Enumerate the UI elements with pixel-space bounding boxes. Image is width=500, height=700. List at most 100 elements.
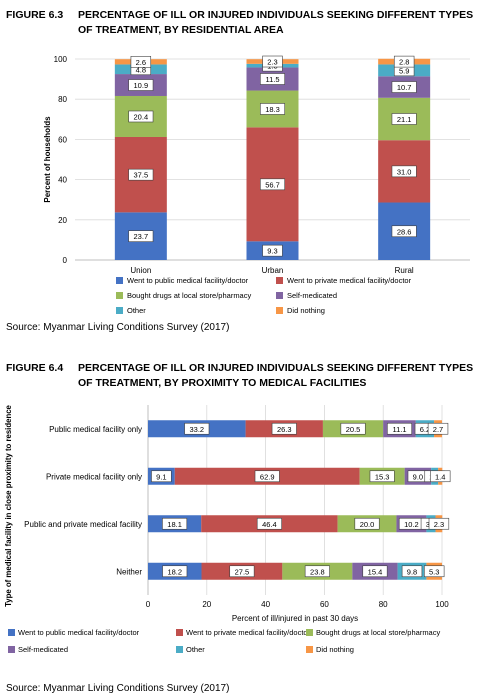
legend-swatch	[176, 646, 183, 653]
data-label: 20.5	[346, 425, 361, 434]
data-label: 10.7	[397, 83, 412, 92]
data-label-box	[391, 165, 417, 178]
figure-number: FIGURE 6.4	[6, 362, 64, 374]
y-tick-label: 80	[58, 95, 67, 104]
y-tick-label: Neither	[116, 567, 142, 576]
data-label-box	[256, 517, 282, 530]
data-label-box	[128, 230, 154, 242]
figure-title: PERCENTAGE OF ILL OR INJURED INDIVIDUALS…	[78, 362, 474, 389]
legend-swatch	[116, 307, 123, 314]
data-label-box	[229, 565, 255, 578]
legend-label: Bought drugs at local store/pharmacy	[316, 628, 440, 637]
x-tick-label: Rural	[395, 266, 414, 275]
figure-6-3-source: Source: Myanmar Living Conditions Survey…	[6, 322, 230, 333]
data-label-box	[401, 565, 423, 578]
legend-label: Went to public medical facility/doctor	[127, 276, 249, 285]
data-label-box	[340, 422, 366, 435]
data-label: 27.5	[235, 567, 250, 576]
data-label: 15.4	[368, 567, 383, 576]
data-label-box	[391, 81, 417, 93]
figure-6-3-header: FIGURE 6.3 PERCENTAGE OF ILL OR INJURED …	[6, 8, 488, 38]
data-label: 37.5	[134, 171, 149, 180]
y-tick-label: 0	[63, 256, 68, 265]
figure-number: FIGURE 6.3	[6, 9, 64, 21]
data-label: 62.9	[260, 472, 275, 481]
legend-swatch	[8, 629, 15, 636]
figure-6-4-source: Source: Myanmar Living Conditions Survey…	[6, 683, 230, 694]
x-tick-label: Union	[130, 266, 151, 275]
data-label: 2.3	[267, 58, 277, 67]
data-label: 2.7	[433, 425, 443, 434]
data-label-box	[424, 565, 445, 578]
data-label: 31.0	[397, 167, 412, 176]
data-label: 33.2	[189, 425, 204, 434]
data-label: 23.7	[134, 232, 149, 241]
data-label-box	[391, 113, 417, 125]
data-label: 9.8	[407, 567, 417, 576]
legend-swatch	[116, 277, 123, 284]
data-label-box	[128, 79, 154, 91]
legend-label: Self-medicated	[18, 645, 68, 654]
data-label: 2.6	[136, 58, 146, 67]
y-tick-label: 60	[58, 135, 67, 144]
figure-title: PERCENTAGE OF ILL OR INJURED INDIVIDUALS…	[78, 9, 474, 36]
data-label: 15.3	[375, 472, 390, 481]
data-label: 18.2	[167, 567, 182, 576]
legend-label: Did nothing	[287, 306, 325, 315]
data-label: 4.8	[136, 65, 146, 74]
legend-swatch	[276, 307, 283, 314]
data-label-box	[162, 517, 188, 530]
x-axis-title: Percent of ill/injured in past 30 days	[232, 614, 358, 623]
data-label: 2.3	[434, 520, 444, 529]
figure-6-4-header: FIGURE 6.4 PERCENTAGE OF ILL OR INJURED …	[6, 361, 488, 391]
data-label-box	[354, 517, 380, 530]
data-label: 9.3	[267, 247, 277, 256]
data-label-box	[391, 225, 417, 238]
data-label-box	[387, 422, 413, 435]
data-label: 6.2	[420, 425, 430, 434]
legend-swatch	[8, 646, 15, 653]
horizontal-stacked-bar-chart: 0 20 40 60 80 100 Percent of ill/injured in pa…	[4, 404, 451, 654]
data-label: 18.1	[167, 520, 182, 529]
data-label: 2.8	[399, 58, 409, 67]
data-label: 18.3	[265, 105, 280, 114]
data-label: 10.2	[404, 520, 419, 529]
x-tick-label: 20	[202, 600, 211, 609]
data-label: 5.3	[429, 567, 439, 576]
legend-swatch	[306, 646, 313, 653]
data-label: 46.4	[262, 520, 277, 529]
data-label-box	[128, 168, 154, 181]
legend-swatch	[176, 629, 183, 636]
data-label-box	[362, 565, 388, 578]
data-label-box	[262, 55, 283, 68]
vertical-stacked-bar-chart: 0 20 40 60 80 100 Percent of households 23.7 37.…	[43, 55, 470, 315]
data-label-box	[128, 110, 154, 123]
data-label: 56.7	[265, 180, 280, 189]
legend-label: Self-medicated	[287, 291, 337, 300]
data-label-box	[259, 73, 285, 85]
x-tick-label: 60	[320, 600, 329, 609]
data-label: 5.9	[399, 66, 409, 75]
x-tick-label: 80	[379, 600, 388, 609]
legend-label: Went to private medical facility/doctor	[186, 628, 311, 637]
legend-swatch	[306, 629, 313, 636]
data-label: 9.0	[413, 472, 423, 481]
data-label-box	[151, 470, 172, 483]
x-tick-label: Urban	[262, 266, 284, 275]
y-axis-title: Percent of households	[43, 116, 52, 203]
data-label-box	[162, 565, 188, 578]
data-label-box	[259, 103, 285, 115]
x-tick-label: 100	[435, 600, 449, 609]
y-tick-label: Public medical facility only	[49, 425, 142, 434]
x-tick-label: 0	[146, 600, 151, 609]
y-tick-label: 20	[58, 216, 67, 225]
data-label: 10.9	[134, 81, 149, 90]
data-label-box	[271, 422, 297, 435]
data-label-box	[262, 244, 283, 257]
legend-label: Other	[186, 645, 205, 654]
legend-swatch	[276, 292, 283, 299]
legend-swatch	[276, 277, 283, 284]
data-label-box	[184, 422, 210, 435]
legend-label: Bought drugs at local store/pharmacy	[127, 291, 251, 300]
legend-swatch	[116, 292, 123, 299]
